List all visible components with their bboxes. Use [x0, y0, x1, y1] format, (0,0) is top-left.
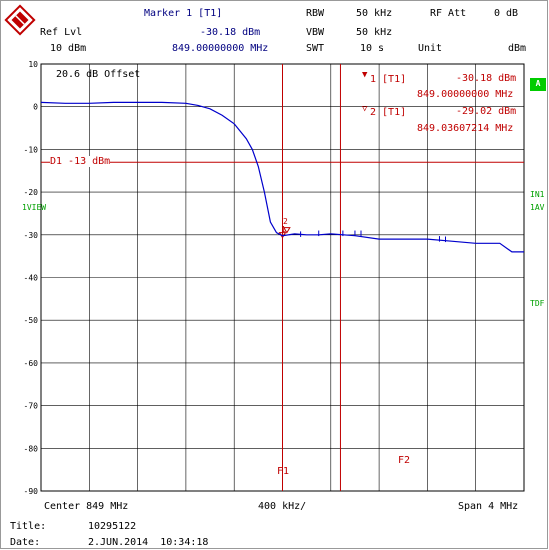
rf-att-value: 0 dB	[494, 8, 519, 19]
f2-label: F2	[398, 455, 411, 466]
ref-lvl-label: Ref Lvl	[40, 27, 83, 38]
marker1-level: -30.18 dBm	[456, 73, 517, 84]
swt-label: SWT	[306, 43, 325, 54]
y-tick-label: -20	[24, 188, 39, 197]
f1-label: F1	[277, 466, 290, 477]
trace-a-badge: A	[530, 78, 546, 91]
y-tick-label: -40	[24, 274, 39, 283]
title-label: Title:	[10, 521, 47, 532]
marker2-point-label: 2	[283, 217, 288, 226]
y-tick-label: 0	[33, 103, 38, 112]
marker2-frequency: 849.03607214 MHz	[417, 123, 514, 134]
marker1-symbol: ▼	[362, 70, 368, 80]
rf-att-label: RF Att	[430, 8, 467, 19]
y-tick-label: -90	[24, 487, 39, 496]
spectrum-trace	[40, 101, 524, 253]
ref-lvl-value: 10 dBm	[50, 43, 87, 54]
y-tick-label: -60	[24, 359, 39, 368]
y-tick-labels: 10 0 -10 -20 -30 -40 -50 -60 -70 -80 -90	[24, 60, 39, 496]
in1-indicator: IN1	[530, 190, 545, 199]
y-tick-label: 10	[28, 60, 38, 69]
tdf-indicator: TDF	[530, 299, 545, 308]
span: Span 4 MHz	[458, 501, 519, 512]
rohde-schwarz-logo	[4, 4, 36, 36]
marker-frequency: 849.00000000 MHz	[172, 43, 269, 54]
rbw-value: 50 kHz	[356, 8, 393, 19]
marker1-tag: 1 [T1]	[370, 74, 407, 85]
marker2-level: -29.02 dBm	[456, 106, 517, 117]
marker-level: -30.18 dBm	[200, 27, 261, 38]
date-value: 2.JUN.2014 10:34:18	[88, 537, 209, 548]
span-per-division: 400 kHz/	[258, 501, 307, 512]
marker2-tag: 2 [T1]	[370, 107, 407, 118]
1view-indicator: 1VIEW	[22, 203, 47, 212]
rbw-label: RBW	[306, 8, 325, 19]
y-tick-label: -30	[24, 231, 39, 240]
y-tick-label: -70	[24, 402, 39, 411]
date-label: Date:	[10, 537, 41, 548]
marker1-point-label: 1	[281, 225, 286, 234]
vbw-label: VBW	[306, 27, 325, 38]
d1-label: D1 -13 dBm	[50, 156, 111, 167]
y-tick-label: -10	[24, 145, 39, 154]
y-tick-label: -80	[24, 444, 39, 453]
title-value: 10295122	[88, 521, 137, 532]
vbw-value: 50 kHz	[356, 27, 393, 38]
marker2-symbol: ▽	[362, 104, 368, 114]
1av-indicator: 1AV	[530, 203, 545, 212]
marker-point	[282, 227, 291, 234]
y-tick-label: -50	[24, 316, 39, 325]
unit-label: Unit	[418, 43, 443, 54]
swt-value: 10 s	[360, 43, 385, 54]
marker-title: Marker 1 [T1]	[144, 8, 223, 19]
center-frequency: Center 849 MHz	[44, 501, 129, 512]
marker1-frequency: 849.00000000 MHz	[417, 89, 514, 100]
unit-value: dBm	[508, 43, 527, 54]
offset-text: 20.6 dB Offset	[56, 69, 141, 80]
